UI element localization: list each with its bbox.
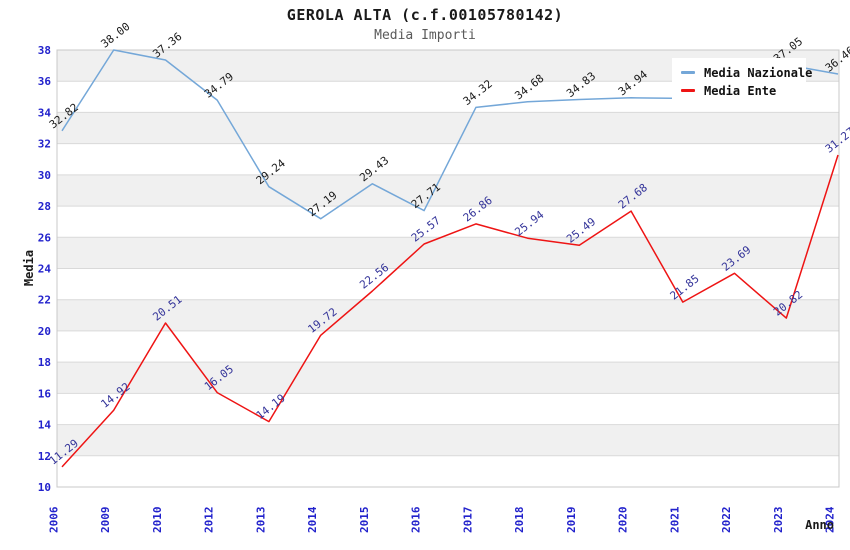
x-tick-label: 2024 (824, 506, 837, 533)
x-tick-label: 2020 (617, 507, 630, 534)
legend-line-marker-red-icon (681, 89, 695, 92)
plot-band (57, 268, 839, 300)
chart-subtitle: Media Importi (374, 28, 476, 43)
plot-band (57, 299, 839, 331)
legend-label-media-ente: Media Ente (704, 83, 777, 98)
y-axis-title: Media (22, 250, 36, 286)
y-tick-label: 12 (38, 450, 51, 463)
plot-band (57, 362, 839, 394)
x-tick-label: 2022 (720, 507, 733, 534)
x-tick-label: 2021 (668, 506, 681, 533)
legend-item-media-ente: Media Ente (681, 83, 797, 98)
plot-band (57, 424, 839, 456)
x-tick-label: 2017 (461, 507, 474, 534)
y-tick-label: 18 (38, 356, 51, 369)
plot-band (57, 174, 839, 207)
x-tick-label: 2006 (48, 506, 61, 533)
y-tick-label: 28 (38, 200, 51, 213)
y-tick-label: 32 (38, 138, 51, 151)
series-line-media-ente (61, 154, 839, 468)
y-tick-label: 30 (38, 169, 51, 182)
y-tick-label: 14 (38, 419, 52, 432)
legend: Media Nazionale Media Ente (672, 58, 812, 105)
x-tick-label: 2023 (772, 507, 785, 534)
x-tick-label: 2012 (203, 507, 216, 534)
x-axis-title: Anno (805, 518, 834, 532)
y-tick-label: 10 (38, 481, 51, 494)
plot-band (57, 330, 839, 363)
plot-band (57, 393, 839, 425)
plot-band (57, 206, 839, 238)
plot-band (57, 455, 839, 487)
legend-label-media-nazionale: Media Nazionale (704, 65, 813, 80)
y-tick-label: 20 (38, 325, 51, 338)
plot-band (57, 112, 839, 144)
plot-border (56, 49, 840, 488)
y-tick-label: 16 (38, 387, 52, 400)
x-tick-label: 2016 (410, 506, 423, 533)
y-tick-label: 24 (38, 263, 52, 276)
chart-title: GEROLA ALTA (c.f.00105780142) (286, 6, 564, 24)
chart-header: GEROLA ALTA (c.f.00105780142) Media Impo… (0, 0, 850, 43)
x-tick-label: 2010 (151, 507, 164, 534)
y-tick-label: 34 (38, 106, 52, 119)
y-tick-label: 36 (38, 75, 52, 88)
legend-line-marker-blue-icon (681, 71, 695, 74)
y-tick-label: 22 (38, 294, 51, 307)
x-tick-label: 2014 (306, 506, 319, 533)
x-tick-label: 2009 (99, 507, 112, 534)
plot-band (57, 237, 839, 269)
x-tick-label: 2015 (358, 507, 371, 534)
x-tick-label: 2019 (565, 507, 578, 534)
legend-item-media-nazionale: Media Nazionale (681, 65, 812, 80)
plot-band (57, 143, 839, 175)
x-tick-label: 2018 (513, 507, 526, 534)
y-tick-label: 26 (38, 231, 52, 244)
y-tick-label: 38 (38, 44, 51, 57)
x-tick-label: 2013 (254, 507, 267, 534)
